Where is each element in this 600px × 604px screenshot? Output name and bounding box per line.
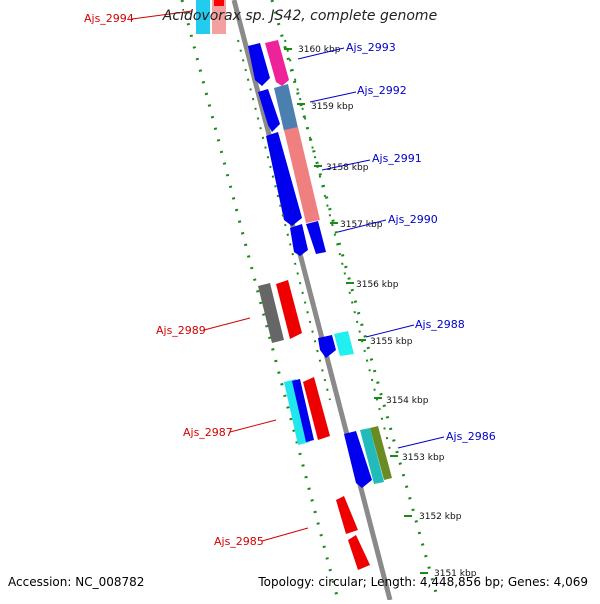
gene-ajs2986-teal: [360, 428, 384, 484]
callout-ajs2986: [397, 436, 445, 449]
callout-ajs2991: [321, 159, 371, 171]
gene-ajs2993-blue: [248, 43, 270, 86]
genome-summary: Topology: circular; Length: 4,448,856 bp…: [258, 575, 588, 589]
gene-ajs2988-blue: [318, 335, 336, 358]
reverse-strand-genes: [248, 40, 392, 488]
gene-ajs2991-blue: [266, 132, 302, 226]
callout-ajs2988: [365, 324, 415, 338]
callout-lines: [131, 10, 445, 542]
guide-outer-left: [180, 0, 340, 601]
gene-labels: Ajs_2994 Ajs_2993 Ajs_2992 Ajs_2991 Ajs_…: [84, 12, 496, 548]
gene-ajs2994-cyan: [196, 0, 210, 34]
callout-ajs2994: [131, 10, 193, 20]
genome-backbone: [231, 0, 393, 601]
tick-label: 3156 kbp: [356, 280, 399, 290]
gene-ajs2987-red: [303, 377, 330, 440]
tick-label: 3151 kbp: [434, 569, 477, 579]
tick-label: 3153 kbp: [402, 453, 445, 463]
tick-label: 3152 kbp: [419, 512, 462, 522]
map-title: Acidovorax sp. JS42, complete genome: [162, 8, 438, 24]
tick-label: 3160 kbp: [298, 45, 341, 55]
callout-ajs2992: [309, 91, 357, 103]
scale-tick-labels: 3160 kbp 3159 kbp 3158 kbp 3157 kbp 3156…: [298, 45, 477, 579]
callout-ajs2989: [203, 317, 251, 331]
callout-ajs2985: [261, 527, 309, 542]
gene-label-reverse: Ajs_2993: [346, 41, 396, 54]
gene-ajs2985-red-b: [348, 535, 370, 570]
gene-ajs2992-blue: [258, 89, 280, 132]
tick-label: 3159 kbp: [311, 102, 354, 112]
inner-guides: [237, 39, 391, 451]
forward-strand-genes: [196, 0, 370, 570]
gene-ajs2985-red-a: [336, 496, 358, 534]
callout-ajs2987: [229, 419, 277, 433]
gene-ajs2989-red: [276, 280, 302, 339]
gene-ajs2992-steel: [274, 84, 298, 131]
gene-ajs2994-red: [214, 0, 224, 6]
gene-label-forward: Ajs_2994: [84, 12, 134, 25]
gene-label-reverse: Ajs_2990: [388, 213, 438, 226]
gene-ajs2990-blue-b: [306, 221, 326, 254]
gene-label-reverse: Ajs_2992: [357, 84, 407, 97]
gene-label-reverse: Ajs_2991: [372, 152, 422, 165]
gene-ajs2987-blue: [292, 379, 314, 442]
callout-ajs2990: [337, 219, 387, 233]
gene-label-forward: Ajs_2989: [156, 324, 206, 337]
tick-label: 3155 kbp: [370, 337, 413, 347]
gene-label-reverse: Ajs_2986: [446, 430, 496, 443]
gene-ajs2993-magenta: [265, 40, 289, 86]
gene-ajs2986-olive: [370, 426, 392, 480]
gene-ajs2990-blue-a: [290, 224, 308, 256]
gene-ajs2989-gray: [258, 283, 284, 343]
accession-label: Accession: NC_008782: [8, 575, 145, 589]
gene-ajs2994-pink: [212, 0, 226, 34]
gene-label-reverse: Ajs_2988: [415, 318, 465, 331]
gene-label-forward: Ajs_2985: [214, 535, 264, 548]
gene-ajs2991-salmon: [284, 127, 320, 223]
scale-tick-marks: [284, 48, 428, 574]
gene-ajs2986-blue: [344, 431, 372, 488]
guide-inner-left: [237, 39, 331, 401]
gene-ajs2988-cyan: [334, 331, 354, 356]
tick-label: 3158 kbp: [326, 163, 369, 173]
callout-ajs2993: [297, 47, 345, 60]
tick-label: 3154 kbp: [386, 396, 429, 406]
tick-label: 3157 kbp: [340, 220, 383, 230]
gene-label-forward: Ajs_2987: [183, 426, 233, 439]
guide-inner-right: [284, 39, 391, 451]
outer-guides: [180, 0, 440, 601]
